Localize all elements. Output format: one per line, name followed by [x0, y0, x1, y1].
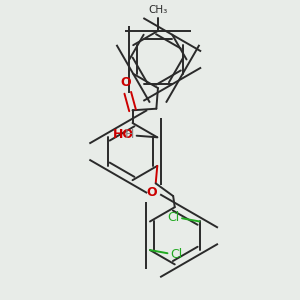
Text: Cl: Cl — [167, 211, 179, 224]
Text: O: O — [120, 76, 130, 89]
Text: H: H — [125, 128, 134, 141]
Text: Cl: Cl — [170, 248, 182, 261]
Text: HO: HO — [113, 128, 134, 141]
Text: CH₃: CH₃ — [148, 5, 168, 15]
Text: O: O — [147, 186, 157, 199]
